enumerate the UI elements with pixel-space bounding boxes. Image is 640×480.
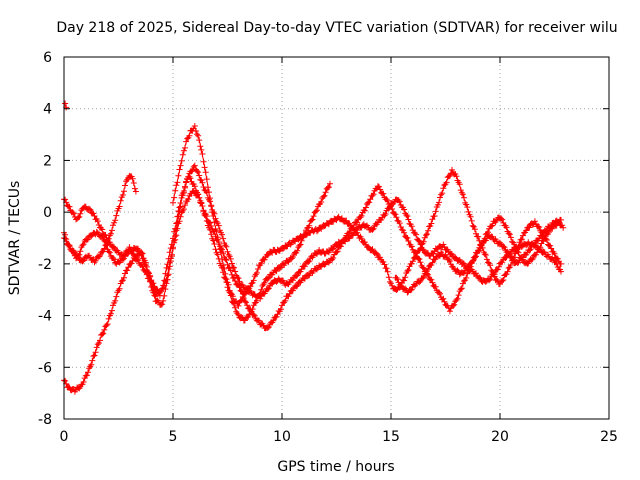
x-tick-label: 25 [600,429,618,445]
y-tick-label: 2 [43,153,52,169]
grid-lines [64,57,609,419]
x-tick-label: 0 [60,429,69,445]
x-tick-label: 10 [273,429,291,445]
x-tick-label: 5 [169,429,178,445]
axis-ticks [63,56,610,420]
x-tick-label: 20 [491,429,509,445]
tick-labels: 0 5 10 15 20 25 -8 -6 -4 -2 0 2 4 6 [38,50,618,445]
y-tick-label: -6 [38,360,52,376]
plot-frame [63,56,610,420]
y-tick-label: -8 [38,412,52,428]
series-track-5 [170,123,564,309]
y-tick-label: 4 [43,102,52,118]
y-tick-label: -2 [38,257,52,273]
y-axis-label: SDTVAR / TECUs [7,181,23,296]
x-axis-label: GPS time / hours [277,459,394,475]
series-markers [62,100,70,111]
y-tick-label: 6 [43,50,52,66]
data-series [61,100,567,395]
series-track-6 [392,214,567,296]
x-tick-label: 15 [382,429,400,445]
y-tick-label: -4 [38,309,52,325]
y-tick-label: 0 [43,205,52,221]
series-markers [392,214,567,296]
series-markers [170,123,564,309]
chart-title: Day 218 of 2025, Sidereal Day-to-day VTE… [56,20,617,36]
series-track-7 [62,100,70,111]
